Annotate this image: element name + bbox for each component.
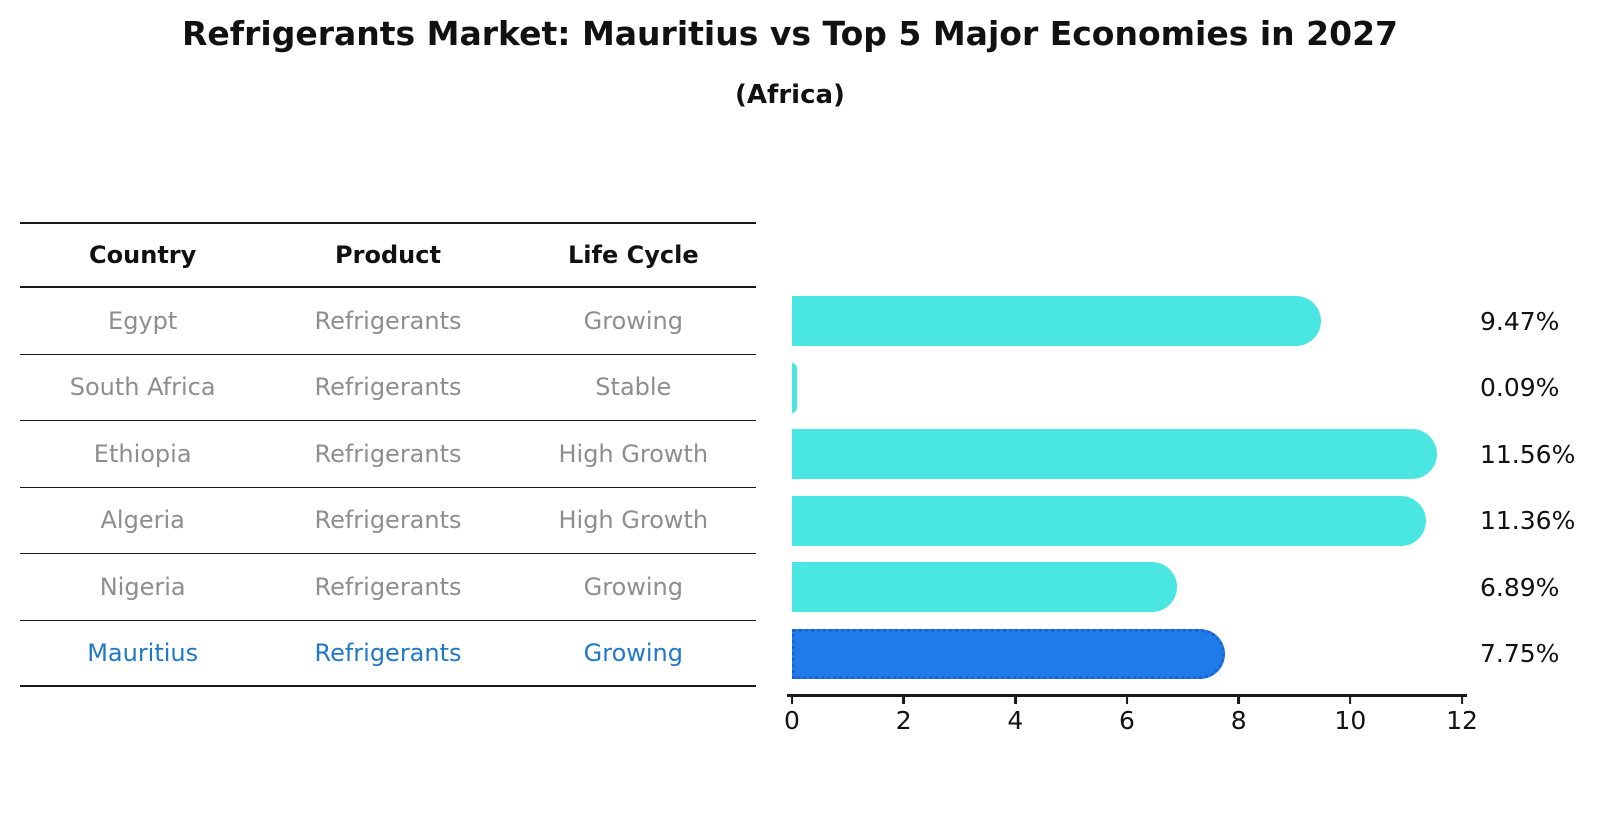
bar-south-africa	[792, 362, 798, 413]
table-row-nigeria: Nigeria Refrigerants Growing	[20, 554, 756, 621]
x-tick-label: 8	[1230, 706, 1247, 735]
x-tick-label: 6	[1119, 706, 1135, 735]
comparison-table: Country Product Life Cycle Egypt Refriger…	[20, 222, 756, 687]
table-row-mauritius: Mauritius Refrigerants Growing	[20, 621, 756, 687]
x-tick-mark	[1460, 694, 1464, 704]
value-label-south-africa: 0.09%	[1480, 373, 1560, 403]
x-tick-10: 10	[1334, 694, 1366, 735]
cell-country: Algeria	[100, 506, 185, 535]
x-tick-12: 12	[1446, 694, 1478, 735]
bar-egypt	[792, 296, 1321, 346]
column-header-country: Country	[89, 241, 197, 269]
x-tick-8: 8	[1231, 694, 1247, 735]
cell-country: South Africa	[69, 373, 216, 402]
table-row-egypt: Egypt Refrigerants Growing	[20, 288, 756, 355]
x-tick-4: 4	[1007, 694, 1023, 735]
table-body: Egypt Refrigerants Growing South Africa Refr…	[20, 288, 756, 687]
cell-country: Mauritius	[87, 638, 199, 667]
table-row-south-africa: South Africa Refrigerants Stable	[20, 355, 756, 421]
cell-product: Refrigerants	[314, 572, 462, 601]
x-tick-mark	[1125, 694, 1129, 704]
cell-product: Refrigerants	[314, 506, 462, 535]
bar-row-nigeria	[792, 554, 1462, 621]
x-tick-mark	[790, 694, 794, 704]
x-tick-mark	[902, 694, 905, 704]
chart-subtitle: (Africa)	[735, 80, 845, 110]
value-label-egypt: 9.47%	[1480, 306, 1560, 336]
cell-life-cycle: Growing	[583, 572, 683, 601]
cell-life-cycle: Growing	[583, 306, 683, 335]
cell-life-cycle: Stable	[595, 373, 672, 402]
cell-product: Refrigerants	[314, 373, 462, 402]
x-tick-6: 6	[1119, 694, 1135, 735]
bar-chart-plot-area	[792, 288, 1462, 687]
table-row-ethiopia: Ethiopia Refrigerants High Growth	[20, 421, 756, 488]
table-header-row: Country Product Life Cycle	[20, 222, 756, 288]
value-label-mauritius: 7.75%	[1480, 639, 1560, 669]
bar-row-ethiopia	[792, 421, 1462, 488]
table-row-algeria: Algeria Refrigerants High Growth	[20, 488, 756, 554]
x-tick-mark	[1014, 694, 1017, 704]
x-tick-label: 12	[1446, 706, 1478, 735]
bar-row-egypt	[792, 288, 1462, 355]
cell-country: Nigeria	[99, 572, 186, 601]
x-tick-label: 4	[1007, 706, 1024, 735]
x-tick-label: 10	[1334, 706, 1367, 735]
x-axis: 0 2 4 6 8 10 12	[784, 694, 1478, 744]
bar-nigeria	[792, 562, 1177, 612]
x-tick-mark	[1237, 694, 1240, 704]
bar-row-mauritius	[792, 621, 1462, 688]
cell-life-cycle: High Growth	[558, 439, 709, 468]
x-tick-2: 2	[896, 694, 912, 735]
column-header-life-cycle: Life Cycle	[568, 241, 699, 269]
x-tick-0: 0	[784, 694, 800, 735]
column-header-product: Product	[335, 241, 441, 269]
chart-title: Refrigerants Market: Mauritius vs Top 5 …	[181, 14, 1398, 53]
value-label-algeria: 11.36%	[1480, 506, 1576, 536]
bar-row-algeria	[792, 488, 1462, 555]
cell-country: Egypt	[108, 306, 178, 335]
cell-life-cycle: Growing	[583, 638, 683, 667]
cell-product: Refrigerants	[314, 439, 462, 468]
value-label-nigeria: 6.89%	[1480, 572, 1560, 602]
cell-product: Refrigerants	[314, 306, 462, 335]
bar-mauritius	[792, 628, 1225, 679]
x-tick-label: 0	[784, 706, 800, 735]
bar-ethiopia	[792, 429, 1438, 479]
cell-country: Ethiopia	[93, 439, 192, 468]
cell-life-cycle: High Growth	[558, 506, 709, 535]
cell-product: Refrigerants	[314, 638, 462, 667]
bar-row-south-africa	[792, 355, 1462, 422]
x-tick-label: 2	[895, 706, 912, 735]
bar-algeria	[792, 495, 1427, 546]
value-label-ethiopia: 11.56%	[1480, 439, 1576, 469]
x-tick-mark	[1349, 694, 1352, 704]
